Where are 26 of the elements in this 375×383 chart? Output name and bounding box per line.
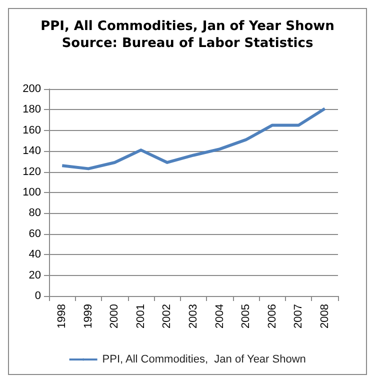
y-tick-label: 200 [22,83,41,95]
x-tick-label: 2003 [188,304,200,328]
y-tick-label: 80 [28,207,41,220]
y-tick-label: 20 [28,269,41,282]
x-tick-label: 2000 [108,304,121,328]
y-tick-label: 40 [28,248,41,261]
y-tick-label: 160 [22,124,41,136]
x-tick-label: 2008 [318,304,331,328]
x-tick-label: 2006 [266,304,278,328]
y-tick-label: 0 [34,290,41,302]
x-tick-label: 1998 [56,304,68,328]
y-tick-label: 180 [22,104,41,116]
y-tick-label: 140 [22,145,41,158]
x-tick-label: 2001 [134,304,147,328]
y-tick-label: 100 [22,186,41,198]
legend-label: PPI, All Commodities, Jan of Year Shown [102,354,306,366]
chart-title: PPI, All Commodities, Jan of Year Shown [40,19,334,34]
x-tick-label: 1999 [82,304,94,328]
chart-subtitle: Source: Bureau of Labor Statistics [62,36,314,51]
x-tick-label: 2004 [214,304,226,328]
y-tick-label: 120 [22,166,41,178]
x-tick-label: 2005 [240,304,252,328]
line-series [60,107,326,170]
x-tick-label: 2007 [292,304,305,328]
y-tick-label: 60 [28,228,41,240]
x-tick-label: 2002 [161,304,174,328]
